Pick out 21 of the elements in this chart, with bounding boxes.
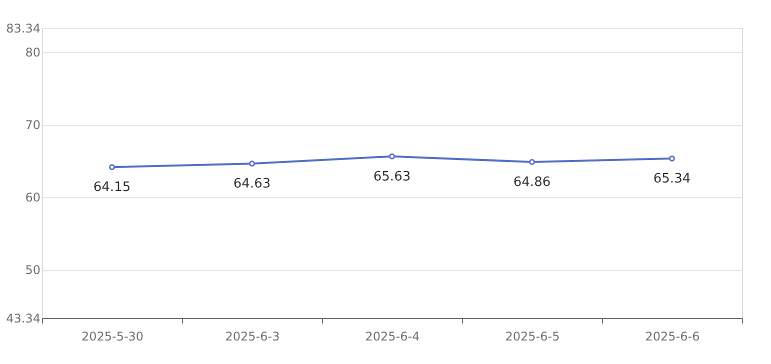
x-tick-label: 2025-6-3 bbox=[225, 330, 280, 344]
y-tick-label: 43.34 bbox=[6, 312, 40, 326]
x-tick-label: 2025-5-30 bbox=[81, 330, 144, 344]
y-tick-label: 60 bbox=[25, 190, 40, 205]
point bbox=[669, 156, 675, 162]
point bbox=[389, 153, 395, 160]
data-label: 65.34 bbox=[653, 172, 691, 186]
data-label: 65.63 bbox=[373, 169, 411, 184]
point bbox=[529, 159, 535, 165]
y-tick-label: 70 bbox=[25, 118, 40, 132]
data-label: 64.86 bbox=[513, 174, 551, 190]
data-label: 64.63 bbox=[233, 176, 271, 192]
y-tick-label: 50 bbox=[25, 263, 40, 278]
point bbox=[109, 164, 115, 170]
y-tick-label: 83.34 bbox=[6, 22, 40, 36]
data-label: 64.15 bbox=[93, 180, 131, 196]
x-tick-label: 2025-6-5 bbox=[505, 330, 560, 344]
x-tick-label: 2025-6-6 bbox=[645, 330, 700, 344]
y-tick-label: 80 bbox=[25, 46, 40, 60]
point bbox=[249, 160, 255, 167]
x-tick-label: 2025-6-4 bbox=[365, 330, 420, 344]
